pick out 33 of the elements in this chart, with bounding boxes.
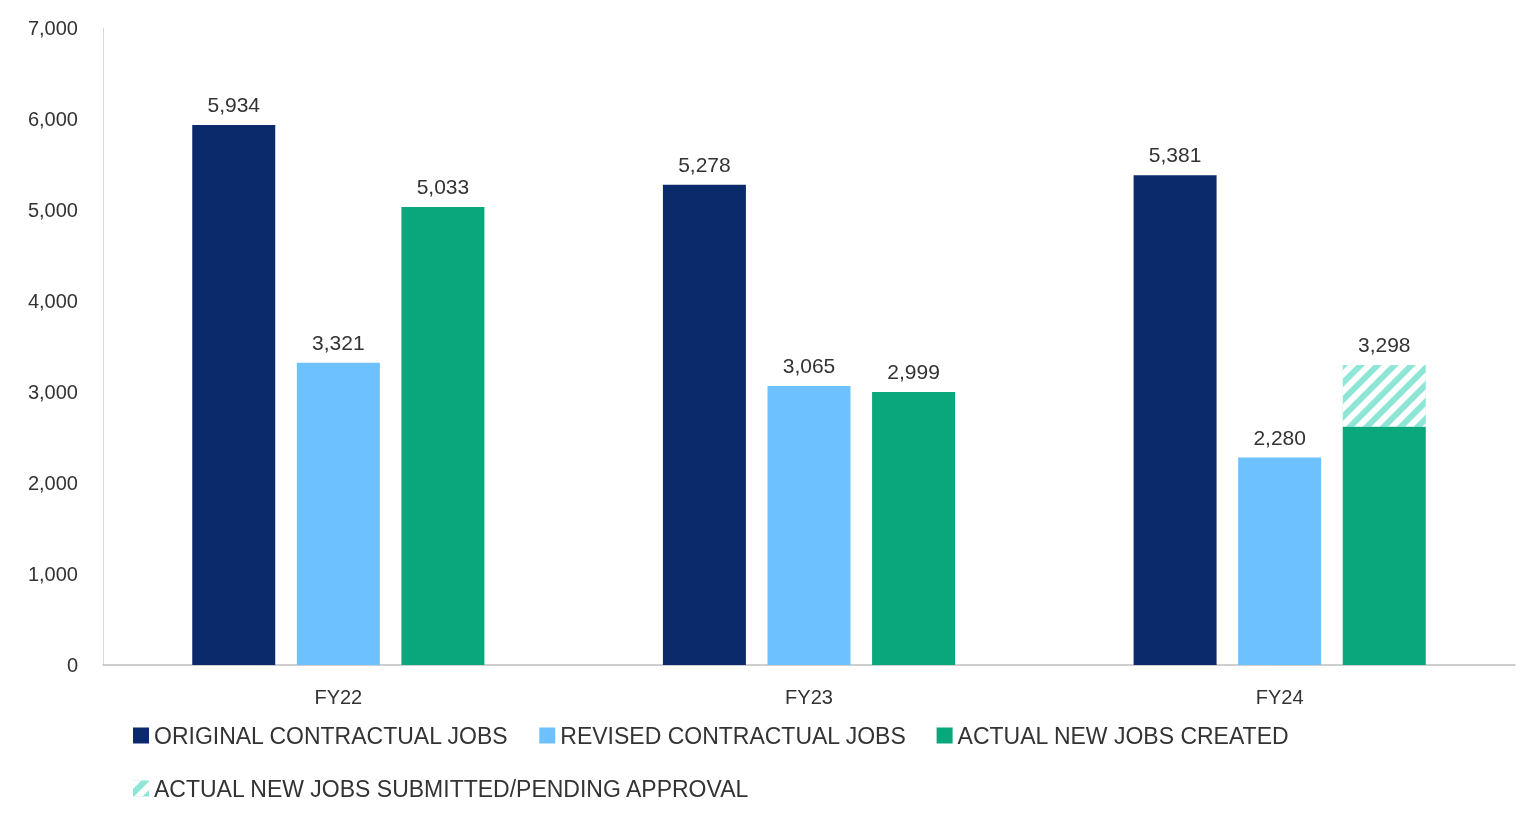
data-label: 5,381 [1148,143,1202,167]
x-tick-label: FY24 [1255,686,1304,708]
bar [296,362,380,665]
y-tick-label: 3,000 [27,381,78,403]
legend-label: ORIGINAL CONTRACTUAL JOBS [154,722,508,749]
bar [872,392,956,665]
data-label: 5,934 [207,93,261,117]
data-label: 2,280 [1253,425,1306,449]
data-label: 5,278 [678,152,731,176]
y-tick-label: 2,000 [27,472,78,494]
bar [1342,426,1426,665]
x-tick-label: FY23 [785,686,833,708]
data-label: 3,321 [312,330,365,354]
y-tick-label: 0 [66,654,78,676]
annotation: 3,298 [1357,332,1411,356]
legend-label: ACTUAL NEW JOBS CREATED [957,722,1289,749]
y-tick-label: 6,000 [27,108,78,130]
bar [1238,457,1322,665]
legend-label: REVISED CONTRACTUAL JOBS [560,722,906,749]
bar [767,386,851,665]
y-tick-label: 4,000 [27,290,78,312]
bar [662,184,746,665]
data-label: 2,999 [887,360,940,384]
y-tick-label: 1,000 [27,563,78,585]
legend-label: ACTUAL NEW JOBS SUBMITTED/PENDING APPROVAL [154,775,749,802]
data-label: 3,065 [782,354,836,378]
y-tick-label: 7,000 [27,17,78,39]
bar [1133,175,1217,665]
y-tick-label: 5,000 [27,199,78,221]
data-label: 5,033 [416,175,470,198]
bar [401,207,485,665]
bar [192,125,276,665]
x-tick-label: FY22 [314,686,363,708]
